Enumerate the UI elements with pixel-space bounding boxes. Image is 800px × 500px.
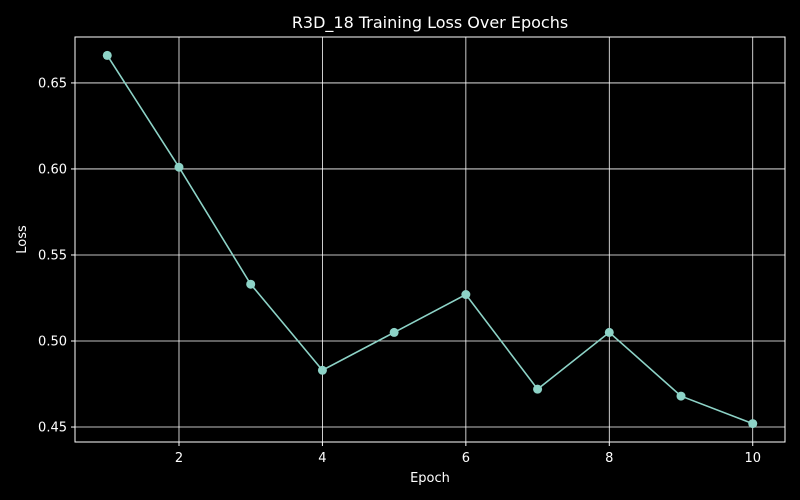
- loss-series-line: [106, 54, 754, 425]
- y-tick-label: 0.50: [38, 335, 67, 350]
- loss-data-point: [246, 279, 256, 289]
- loss-data-point: [174, 162, 184, 172]
- loss-data-point: [102, 50, 112, 60]
- x-tick-label: 8: [605, 451, 613, 466]
- x-tick-label: 6: [462, 451, 470, 466]
- y-tick-label: 0.60: [38, 162, 67, 177]
- x-tick-label: 4: [318, 451, 326, 466]
- y-tick-label: 0.55: [38, 248, 67, 263]
- y-tick-label: 0.65: [38, 76, 67, 91]
- loss-data-point: [389, 327, 399, 337]
- x-axis-label: Epoch: [410, 471, 450, 486]
- loss-data-point: [533, 384, 543, 394]
- tick-labels: 2 4 6 8 10 0.45 0.50 0.55 0.60 0.65: [38, 76, 761, 466]
- loss-data-point: [317, 365, 327, 375]
- x-tick-label: 2: [175, 451, 183, 466]
- axes-frame: [74, 36, 786, 443]
- x-tick-label: 10: [744, 451, 761, 466]
- loss-data-point: [461, 290, 471, 300]
- loss-data-point: [748, 419, 758, 429]
- loss-data-point: [676, 391, 686, 401]
- grid: [75, 37, 785, 442]
- y-axis-label: Loss: [15, 225, 30, 254]
- loss-data-point: [604, 327, 614, 337]
- y-tick-label: 0.45: [38, 421, 67, 436]
- series: [102, 50, 758, 429]
- chart-title: R3D_18 Training Loss Over Epochs: [292, 13, 568, 33]
- ticks: [71, 82, 754, 446]
